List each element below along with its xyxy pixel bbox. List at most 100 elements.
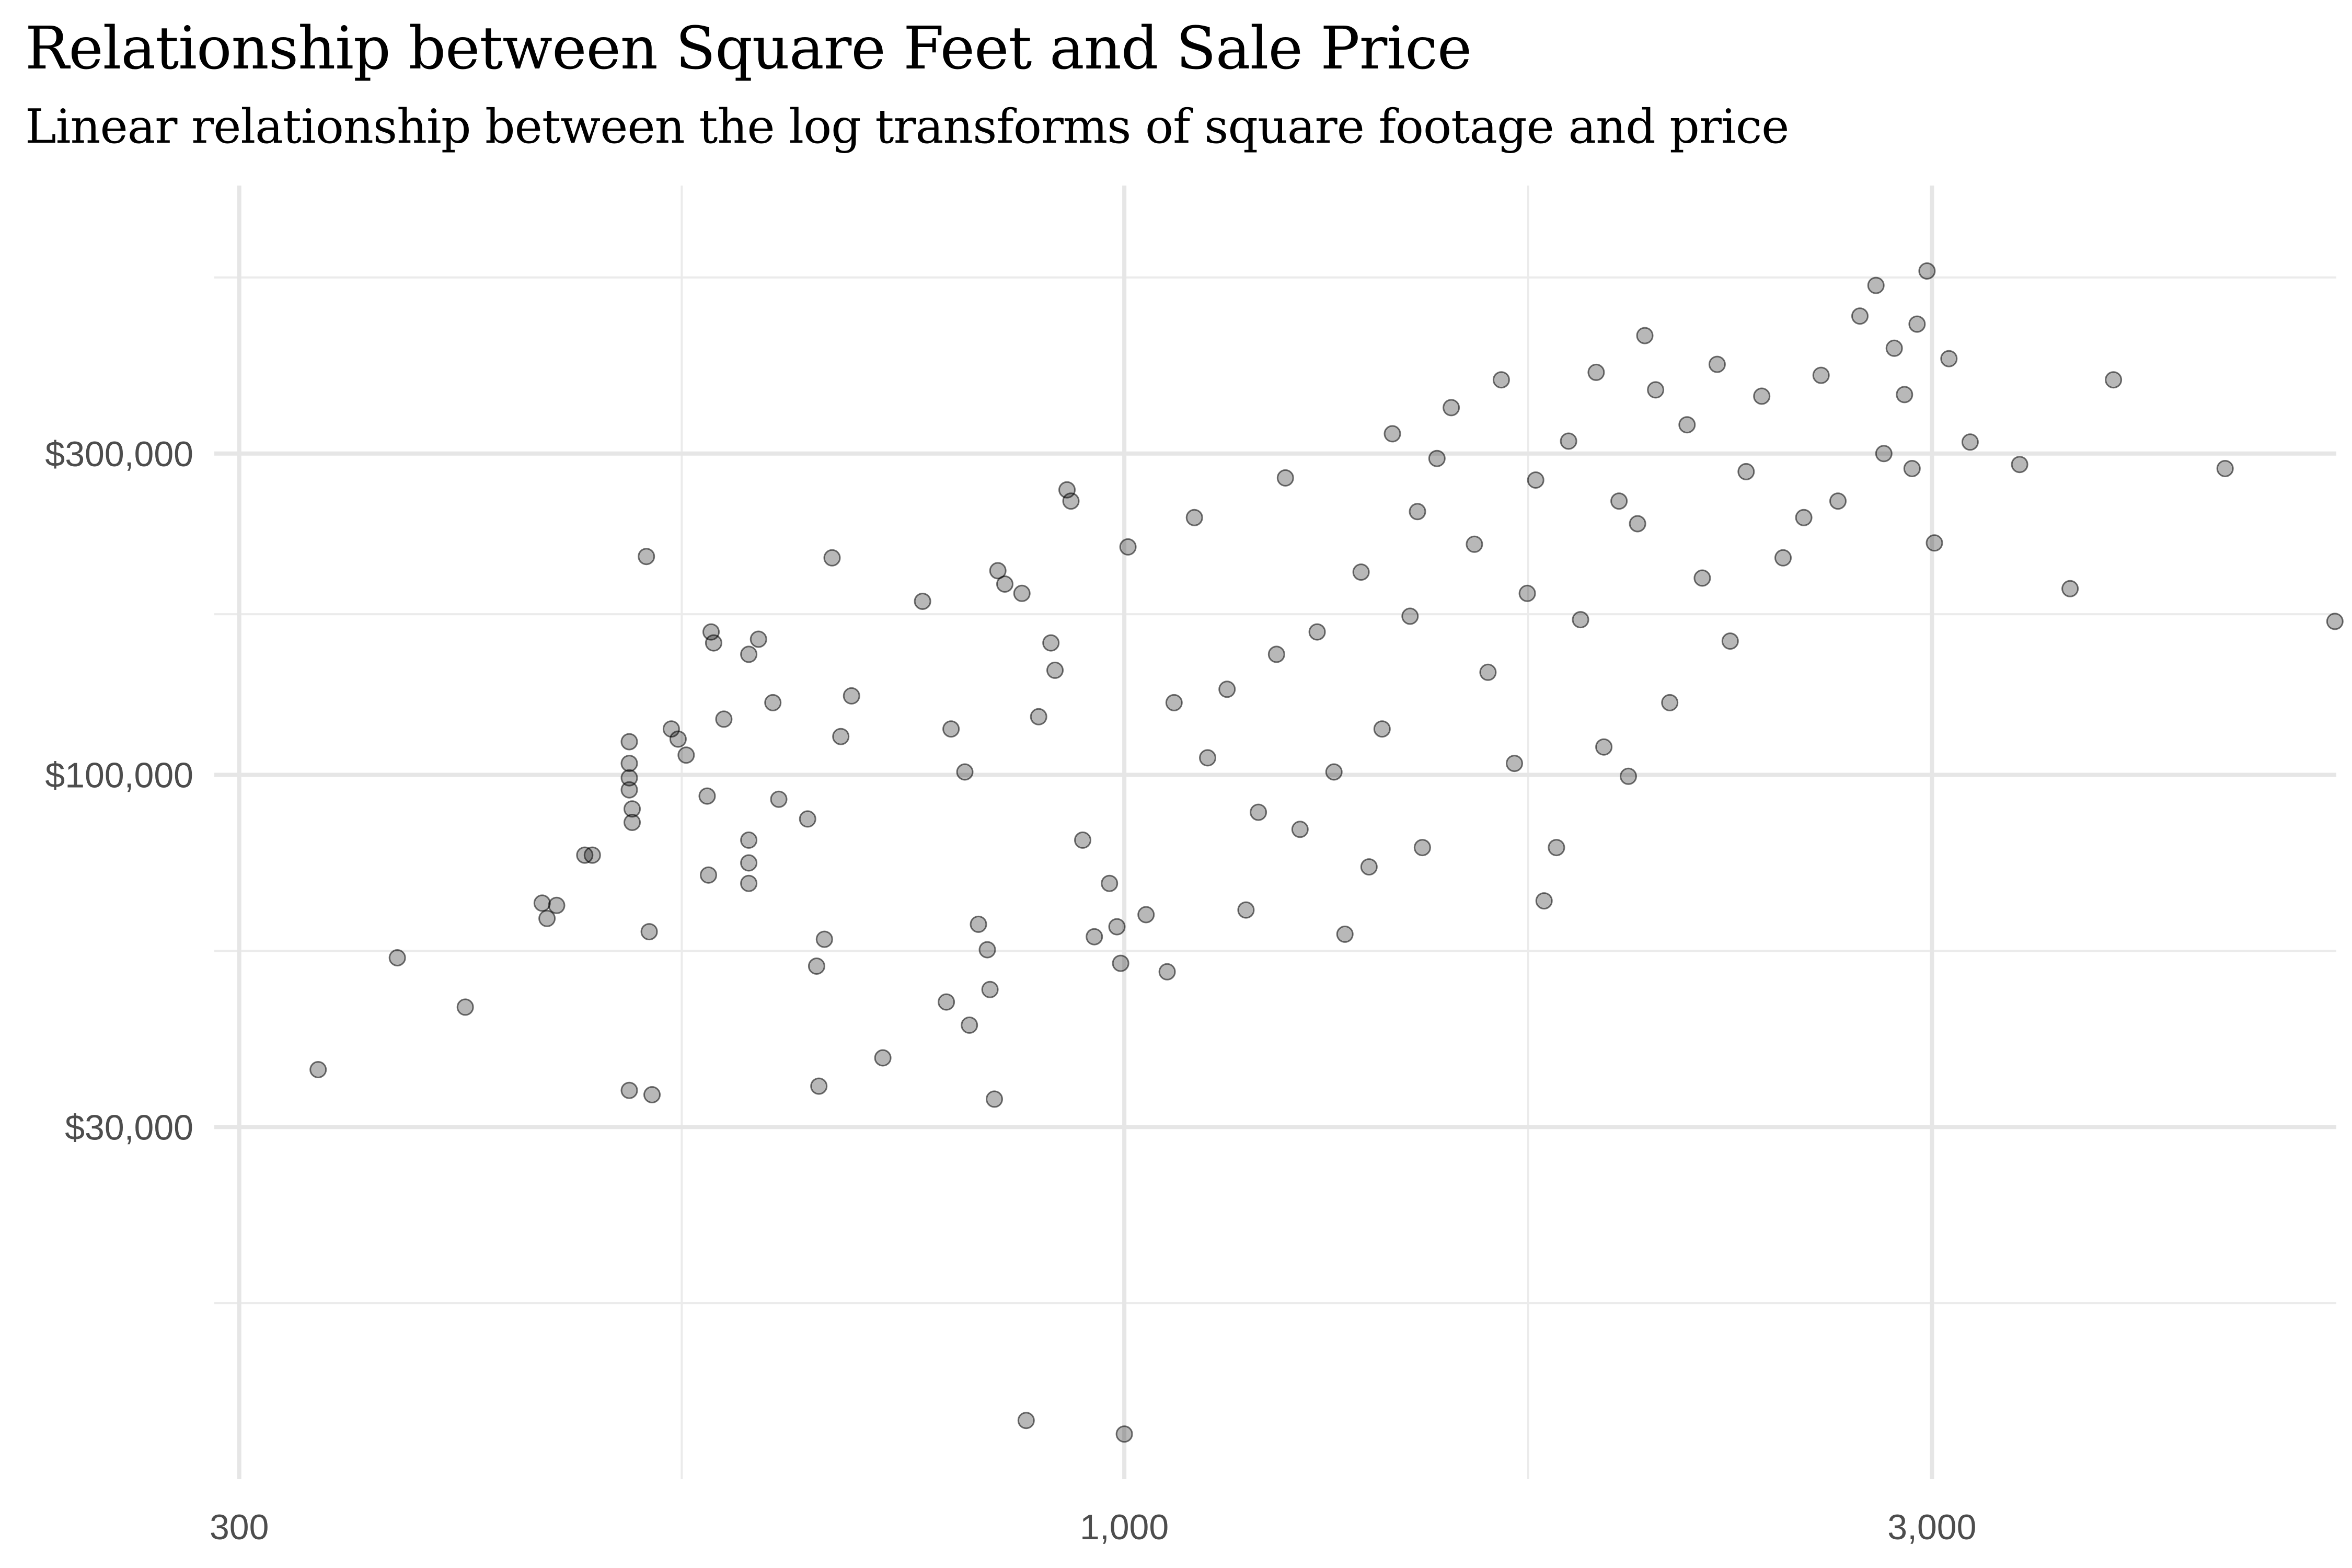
data-point	[2216, 460, 2234, 477]
data-point	[1199, 749, 1216, 767]
data-point	[1908, 315, 1926, 333]
data-point	[1030, 708, 1047, 725]
data-point	[1308, 623, 1326, 641]
x-tick-label: 300	[210, 1507, 269, 1547]
data-point	[1373, 720, 1391, 738]
major-gridlines	[214, 186, 2336, 1479]
data-point	[1875, 445, 1893, 463]
data-points	[309, 262, 2344, 1443]
data-point	[533, 894, 551, 912]
data-point	[1851, 307, 1869, 325]
data-point	[2326, 613, 2344, 630]
data-point	[1101, 874, 1119, 892]
data-point	[548, 896, 566, 914]
data-point	[1661, 694, 1679, 711]
data-point	[1926, 534, 1943, 552]
data-point	[1428, 449, 1446, 467]
data-point	[1896, 386, 1913, 403]
data-point	[1527, 471, 1544, 489]
data-point	[1506, 755, 1523, 773]
data-point	[309, 1061, 327, 1078]
data-point	[624, 800, 641, 818]
data-point	[843, 687, 860, 705]
data-point	[770, 790, 788, 808]
data-point	[1829, 492, 1847, 510]
data-point	[1325, 763, 1343, 781]
data-point	[815, 930, 833, 948]
minor-gridlines	[214, 186, 2336, 1479]
data-point	[1518, 584, 1536, 602]
data-point	[1276, 469, 1294, 487]
data-point	[638, 548, 655, 566]
data-point	[1737, 463, 1755, 480]
data-point	[1535, 892, 1553, 910]
data-point	[740, 854, 758, 872]
data-point	[1137, 906, 1155, 924]
data-point	[583, 846, 601, 864]
data-point	[750, 630, 767, 648]
data-point	[1250, 803, 1267, 821]
data-point	[1336, 925, 1354, 943]
data-point	[1443, 399, 1460, 417]
data-point	[1620, 767, 1637, 785]
data-point	[1678, 416, 1696, 434]
data-point	[1885, 339, 1903, 357]
data-point	[677, 746, 695, 764]
data-point	[978, 941, 996, 959]
data-point	[388, 949, 406, 966]
data-point	[1062, 492, 1080, 510]
data-point	[1158, 963, 1176, 981]
data-point	[1383, 425, 1401, 443]
data-point	[620, 755, 638, 773]
data-point	[740, 874, 758, 892]
data-point	[1042, 634, 1060, 652]
x-axis-tick-labels: 300 1,000 3,000	[210, 1507, 1976, 1547]
data-point	[1629, 515, 1646, 533]
data-point	[700, 866, 717, 884]
data-point	[970, 915, 987, 933]
y-tick-label: $30,000	[65, 1108, 193, 1147]
data-point	[1721, 632, 1739, 650]
data-point	[1165, 694, 1183, 711]
data-point	[1466, 535, 1483, 553]
data-point	[643, 1086, 661, 1103]
data-point	[823, 549, 841, 567]
data-point	[1708, 355, 1726, 373]
data-point	[2011, 456, 2028, 474]
data-point	[1572, 611, 1589, 629]
data-point	[2061, 580, 2079, 597]
data-point	[624, 814, 641, 831]
y-tick-label: $300,000	[45, 434, 193, 474]
data-point	[1753, 387, 1771, 405]
data-point	[1218, 681, 1236, 698]
data-point	[620, 733, 638, 751]
chart-subtitle: Linear relationship between the log tran…	[25, 99, 1789, 154]
data-point	[1017, 1412, 1035, 1429]
data-point	[1595, 738, 1613, 756]
data-point	[1610, 492, 1628, 510]
data-point	[938, 993, 955, 1011]
data-point	[1013, 584, 1031, 602]
data-point	[961, 1016, 978, 1034]
data-point	[956, 763, 974, 781]
data-point	[1237, 901, 1255, 919]
data-point	[986, 1090, 1003, 1108]
data-point	[1940, 350, 1958, 367]
data-point	[1360, 858, 1378, 876]
data-point	[2105, 371, 2123, 389]
data-point	[705, 634, 722, 652]
data-point	[981, 981, 999, 998]
data-point	[740, 831, 758, 849]
data-point	[620, 1081, 638, 1099]
data-point	[1903, 460, 1921, 477]
data-point	[538, 909, 556, 927]
data-point	[1185, 509, 1203, 526]
data-point	[1352, 563, 1370, 581]
data-point	[1774, 549, 1792, 567]
data-point	[620, 769, 638, 787]
data-point	[1560, 432, 1577, 450]
data-point	[1587, 363, 1605, 381]
data-point	[799, 810, 816, 828]
data-point	[1413, 839, 1431, 857]
